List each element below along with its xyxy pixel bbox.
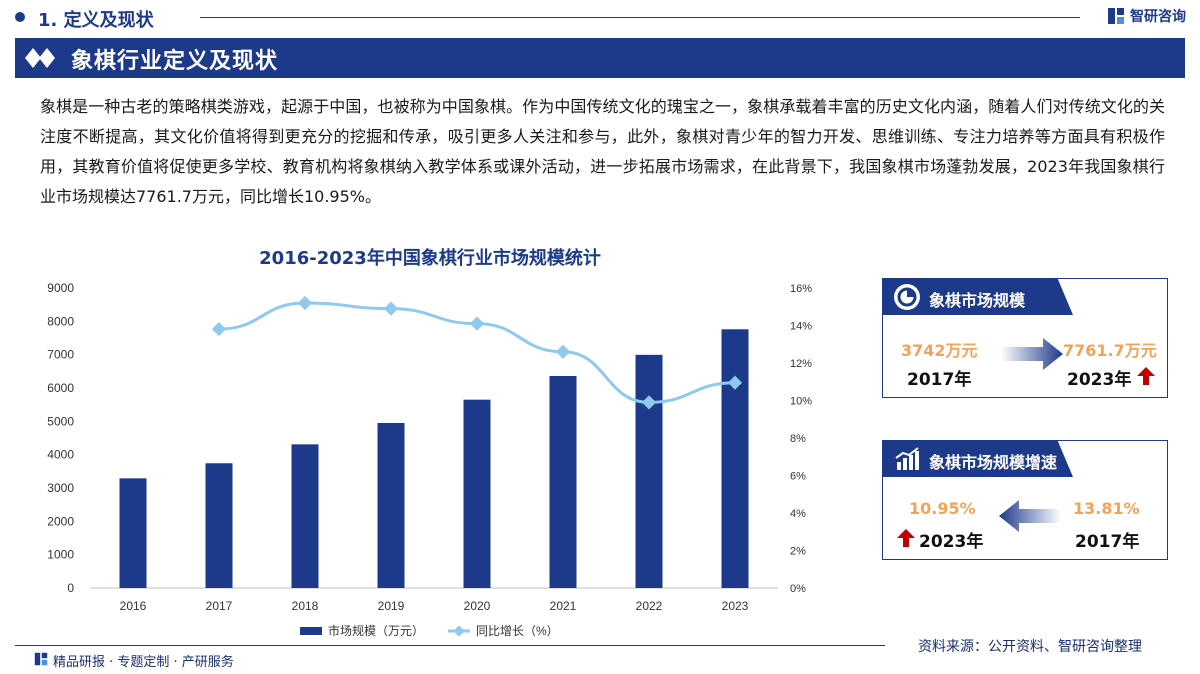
x-tick-label: 2020 — [464, 599, 491, 613]
card-header: 象棋市场规模 — [883, 279, 1073, 315]
top-bar: 1. 定义及现状 智研咨询 — [0, 0, 1200, 36]
right-arrow-icon — [1001, 338, 1063, 370]
growth-point — [727, 375, 743, 390]
growth-rate-card: 象棋市场规模增速 10.95% 2023年 13.81% 2017年 — [882, 440, 1168, 560]
y-left-tick-label: 3000 — [47, 481, 74, 495]
y-left-tick-label: 2000 — [47, 514, 74, 528]
chart-title: 2016-2023年中国象棋行业市场规模统计 — [259, 248, 601, 269]
y-right-tick-label: 14% — [790, 321, 812, 333]
x-tick-label: 2021 — [550, 599, 577, 613]
source-note: 资料来源：公开资料、智研咨询整理 — [918, 639, 1142, 655]
card-title: 象棋市场规模 — [929, 291, 1026, 310]
growth-point — [297, 295, 313, 311]
x-tick-label: 2023 — [722, 599, 749, 613]
bar — [635, 354, 663, 588]
bar — [205, 463, 233, 588]
x-tick-label: 2022 — [636, 599, 663, 613]
bar — [721, 329, 749, 588]
bar — [119, 478, 147, 588]
y-left-tick-label: 0 — [67, 581, 74, 595]
section-title: 1. 定义及现状 — [38, 10, 154, 31]
intro-paragraph: 象棋是一种古老的策略棋类游戏，起源于中国，也被称为中国象棋。作为中国传统文化的瑰… — [40, 97, 1165, 206]
diamond-icon — [25, 48, 55, 68]
growth-point — [211, 321, 227, 337]
legend-swatch-bar — [300, 627, 322, 635]
bar — [291, 444, 319, 588]
page-title: 象棋行业定义及现状 — [71, 49, 279, 74]
y-right-tick-label: 10% — [790, 396, 812, 408]
bar — [549, 376, 577, 588]
growth-point — [555, 344, 571, 359]
start-year: 2017年 — [1075, 532, 1140, 552]
y-right-tick-label: 4% — [790, 508, 806, 520]
start-value: 13.81% — [1073, 499, 1140, 518]
legend-label-line: 同比增长（%） — [476, 624, 559, 638]
pie-chart-icon — [894, 284, 920, 310]
up-arrow-icon — [897, 529, 915, 547]
y-right-tick-label: 8% — [790, 433, 806, 445]
x-tick-label: 2016 — [120, 599, 147, 613]
end-value: 10.95% — [909, 499, 976, 518]
x-tick-label: 2019 — [378, 599, 405, 613]
y-left-tick-label: 9000 — [47, 281, 74, 295]
brand-logo-icon — [1108, 8, 1124, 24]
header-divider — [200, 17, 1080, 18]
y-left-tick-label: 6000 — [47, 381, 74, 395]
y-left-tick-label: 5000 — [47, 414, 74, 428]
growth-point — [383, 301, 399, 316]
x-tick-label: 2017 — [206, 599, 233, 613]
brand-name: 智研咨询 — [1130, 9, 1186, 25]
brand-logo-icon — [34, 652, 48, 666]
card-header: 象棋市场规模增速 — [883, 441, 1073, 477]
y-left-tick-label: 8000 — [47, 314, 74, 328]
y-right-tick-label: 0% — [790, 583, 806, 595]
market-size-card: 象棋市场规模 3742万元 2017年 7761.7万元 2023年 — [882, 278, 1168, 398]
up-arrow-icon — [1137, 367, 1155, 385]
start-value: 3742万元 — [901, 341, 978, 360]
legend-label-bar: 市场规模（万元） — [328, 623, 424, 638]
footer-divider — [15, 645, 885, 646]
y-right-tick-label: 2% — [790, 546, 806, 558]
start-year: 2017年 — [907, 370, 972, 390]
bar — [463, 399, 491, 588]
legend-swatch-marker — [453, 625, 465, 637]
bar-trend-icon — [895, 447, 919, 470]
y-right-tick-label: 16% — [790, 283, 812, 295]
left-arrow-icon — [999, 500, 1061, 532]
y-right-tick-label: 6% — [790, 471, 806, 483]
brand-logo: 智研咨询 — [1107, 6, 1186, 26]
card-title: 象棋市场规模增速 — [929, 453, 1058, 472]
market-size-chart: 0 1000 2000 3000 4000 5000 6000 7000 8000 9000 0% 2… — [47, 281, 812, 638]
footer-tagline: 精品研报 · 专题定制 · 产研服务 — [53, 655, 234, 670]
title-banner: 象棋行业定义及现状 — [15, 38, 1185, 78]
section-bullet — [15, 12, 25, 22]
growth-point — [641, 395, 657, 410]
y-left-tick-label: 1000 — [47, 548, 74, 562]
y-right-tick-label: 12% — [790, 358, 812, 370]
growth-point — [469, 316, 485, 331]
y-left-tick-label: 7000 — [47, 348, 74, 362]
end-year: 2023年 — [1067, 370, 1132, 390]
end-value: 7761.7万元 — [1063, 341, 1157, 360]
x-tick-label: 2018 — [292, 599, 319, 613]
bar — [377, 423, 405, 588]
y-left-tick-label: 4000 — [47, 448, 74, 462]
end-year: 2023年 — [919, 532, 984, 552]
